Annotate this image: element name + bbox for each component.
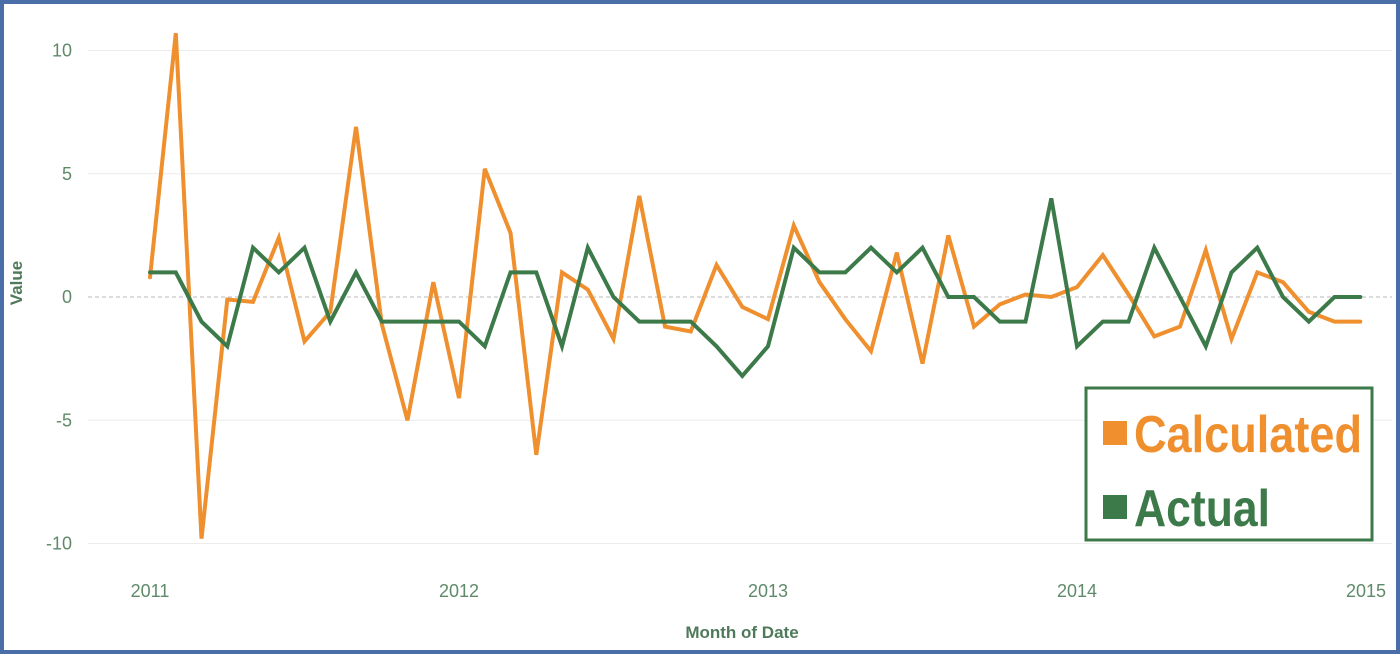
series-line-actual bbox=[148, 197, 1363, 379]
y-tick-label: -10 bbox=[46, 534, 72, 554]
series-line-calculated bbox=[148, 32, 1363, 539]
x-tick-label: 2013 bbox=[748, 581, 788, 601]
x-axis-ticks: 2011 2012 2013 2014 2015 bbox=[131, 581, 1386, 601]
x-tick-label: 2015 bbox=[1346, 581, 1386, 601]
legend: Calculated Actual bbox=[1084, 386, 1374, 542]
legend-swatch-calculated bbox=[1103, 421, 1127, 445]
x-axis-title: Month of Date bbox=[685, 623, 798, 642]
y-axis-title: Value bbox=[7, 261, 26, 305]
legend-box bbox=[1084, 386, 1374, 542]
y-tick-label: 5 bbox=[62, 164, 72, 184]
legend-label-actual: Actual bbox=[1134, 480, 1270, 538]
x-tick-label: 2014 bbox=[1057, 581, 1097, 601]
x-tick-label: 2012 bbox=[439, 581, 479, 601]
y-tick-label: 10 bbox=[52, 41, 72, 61]
y-tick-label: 0 bbox=[62, 287, 72, 307]
legend-label-calculated: Calculated bbox=[1134, 406, 1362, 464]
series-lines bbox=[148, 32, 1363, 539]
x-tick-label: 2011 bbox=[131, 581, 170, 601]
y-axis-ticks: 10 5 0 -5 -10 bbox=[46, 41, 72, 554]
legend-swatch-actual bbox=[1103, 495, 1127, 519]
y-tick-label: -5 bbox=[56, 410, 72, 430]
